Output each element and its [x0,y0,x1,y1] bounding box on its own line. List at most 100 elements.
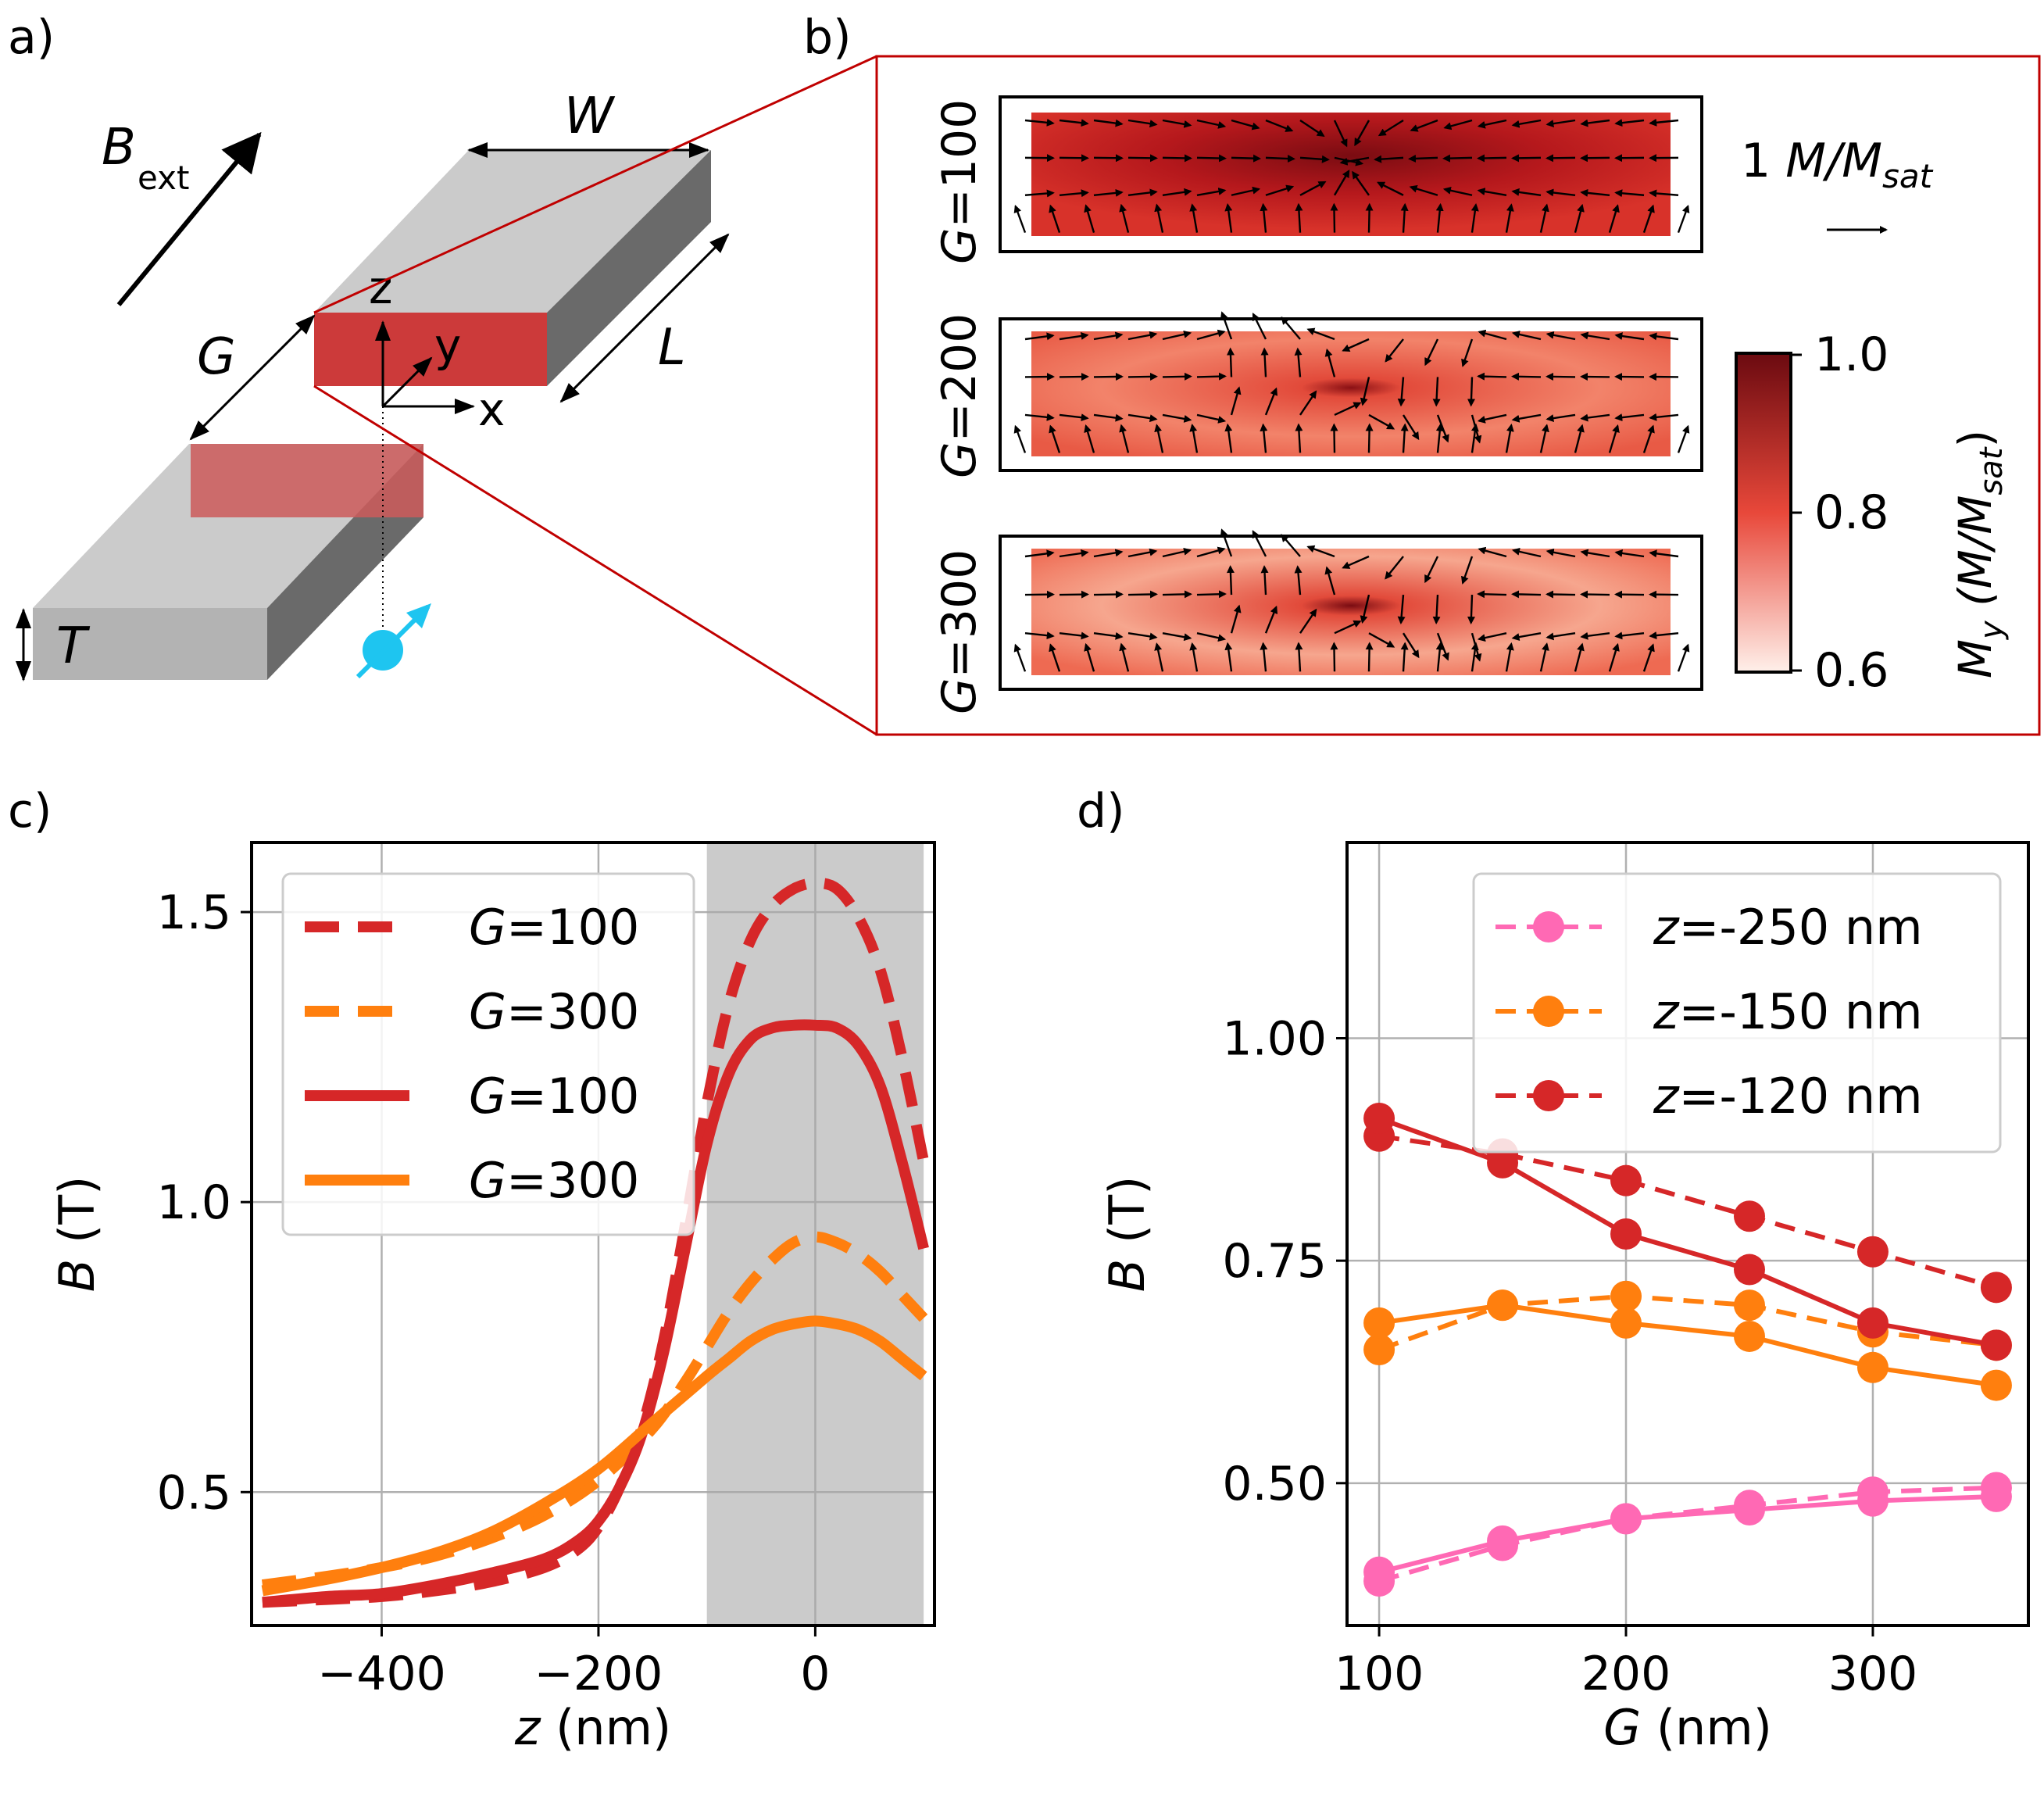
zoom-line-top [313,55,877,314]
colorbar-tick-label-1: 1.0 [1814,327,1889,382]
magnetization-arrow-icon [1049,204,1061,234]
magnetization-arrow-icon [1461,338,1474,367]
magnetization-arrow-icon [1368,413,1395,430]
magnetization-arrow-icon [1546,154,1576,163]
magnetization-arrow-icon [1580,188,1610,197]
magnetization-arrow-icon [1477,188,1507,196]
magnetization-arrow-icon [1546,188,1576,197]
magnetization-arrow-icon [1306,327,1335,341]
vector-field-1 [1013,118,1690,234]
map-row-1: G=100 [932,95,1703,264]
magnetization-arrow-icon [1189,642,1199,672]
c-ticks: −400 −200 0 0.5 1.0 1.5 [157,885,831,1701]
magnetization-arrow-icon [1511,188,1542,196]
magnetization-arrow-icon [1385,556,1404,580]
magnetization-arrow-icon [1196,590,1227,599]
data-point [1856,1236,1889,1268]
y-tick-label: 0.75 [1222,1234,1327,1289]
magnetization-arrow-icon [1467,377,1476,407]
d-xlabel: G (nm) [1603,1699,1772,1756]
magnetization-arrow-icon [1477,372,1507,381]
legend-label: z=-250 nm [1653,899,1923,956]
magnetization-arrow-icon [1127,631,1158,641]
magnetization-arrow-icon [1330,202,1338,233]
c-xlabel: z (nm) [514,1699,671,1756]
magnetization-arrow-icon [1013,643,1027,672]
data-point [1363,1102,1395,1134]
legend-marker [1533,996,1564,1027]
magnetization-arrow-icon [1231,186,1261,196]
map-row-3: G=300 [932,528,1703,714]
magnetization-arrow-icon [1220,528,1233,557]
magnetization-arrow-icon [1154,203,1164,233]
legend-label: G=300 [469,1152,639,1209]
zoom-line-bottom [313,385,877,736]
magnetization-map-2 [1031,331,1671,456]
magnetization-arrow-icon [1295,423,1303,453]
magnetization-arrow-icon [1354,120,1370,147]
magnetization-arrow-icon [1330,423,1338,453]
data-point [1733,1320,1765,1352]
magnetization-arrow-icon [1477,413,1507,424]
map-row-label-1: G=100 [932,99,987,264]
magnetization-arrow-icon [1642,643,1655,672]
magnetization-arrow-icon [1649,118,1679,127]
data-point [1980,1369,2012,1401]
legend-label: G=100 [469,899,639,956]
magnetization-arrow-icon [1435,423,1444,453]
series-line [1378,1293,1997,1352]
magnetization-arrow-icon [1265,184,1295,196]
magnetization-arrow-icon [1013,204,1027,234]
magnetization-arrow-icon [1470,202,1479,233]
magnetization-arrow-icon [1059,332,1089,341]
bext-subscript: ext [138,159,189,197]
colorbar-label: My (M/Msat) [1949,430,2010,678]
magnetization-arrow-icon [1260,642,1268,672]
magnetization-arrow-icon [1059,119,1089,127]
panel-b-frame [875,55,2041,736]
data-point [1980,1272,2012,1304]
y-tick-label: 1.0 [157,1175,231,1230]
magnetization-arrow-icon [1162,547,1192,558]
c-ylabel: B (T) [48,1176,105,1293]
x-tick-label: 0 [800,1647,830,1701]
magnetization-arrow-icon [1580,631,1610,640]
magnetization-arrow-icon [1295,642,1303,672]
magnetization-arrow-icon [1196,329,1226,341]
magnetization-arrow-icon [1546,331,1576,341]
magnetization-arrow-icon [1397,594,1406,624]
c-series [261,877,929,1608]
magnetization-arrow-icon [1127,548,1158,558]
magnetization-arrow-icon [1334,620,1362,635]
panel-b-label: b) [803,10,852,65]
magnetization-arrow-icon [1511,632,1542,642]
panel-d-label: d) [1077,784,1125,839]
y-tick-label: 0.5 [157,1465,231,1520]
data-point [1610,1164,1642,1196]
map-row-label-2: G=200 [932,313,987,478]
magnetization-arrow-icon [1574,424,1585,453]
magnetization-arrow-icon [1189,203,1199,233]
magnetization-arrow-icon [1281,534,1301,557]
panel-a-label: a) [8,10,55,65]
magnetization-arrow-icon [1546,413,1576,423]
magnetization-arrow-icon [1614,413,1645,422]
magnetization-arrow-icon [1368,632,1395,648]
magnetization-arrow-icon [1477,590,1507,599]
magnetization-arrow-icon [1467,595,1475,625]
magnetization-arrow-icon [1614,332,1645,341]
axis-x-label: x [478,383,505,436]
panel-c-label: c) [8,784,52,839]
magnetization-arrow-icon [1365,202,1374,233]
magnetization-arrow-icon [1252,530,1267,557]
g-label: G [197,328,236,386]
magnetization-arrow-icon [1127,590,1158,599]
magnetization-arrow-icon [1397,377,1406,407]
magnetization-arrow-icon [1443,119,1473,131]
axis-y-label: y [434,319,461,372]
magnetization-arrow-icon [1642,424,1655,453]
magnetization-arrow-icon [1224,202,1233,233]
magnetization-arrow-icon [1024,631,1055,640]
y-tick-label: 1.5 [157,885,231,940]
magnetization-arrow-icon [1352,170,1370,196]
